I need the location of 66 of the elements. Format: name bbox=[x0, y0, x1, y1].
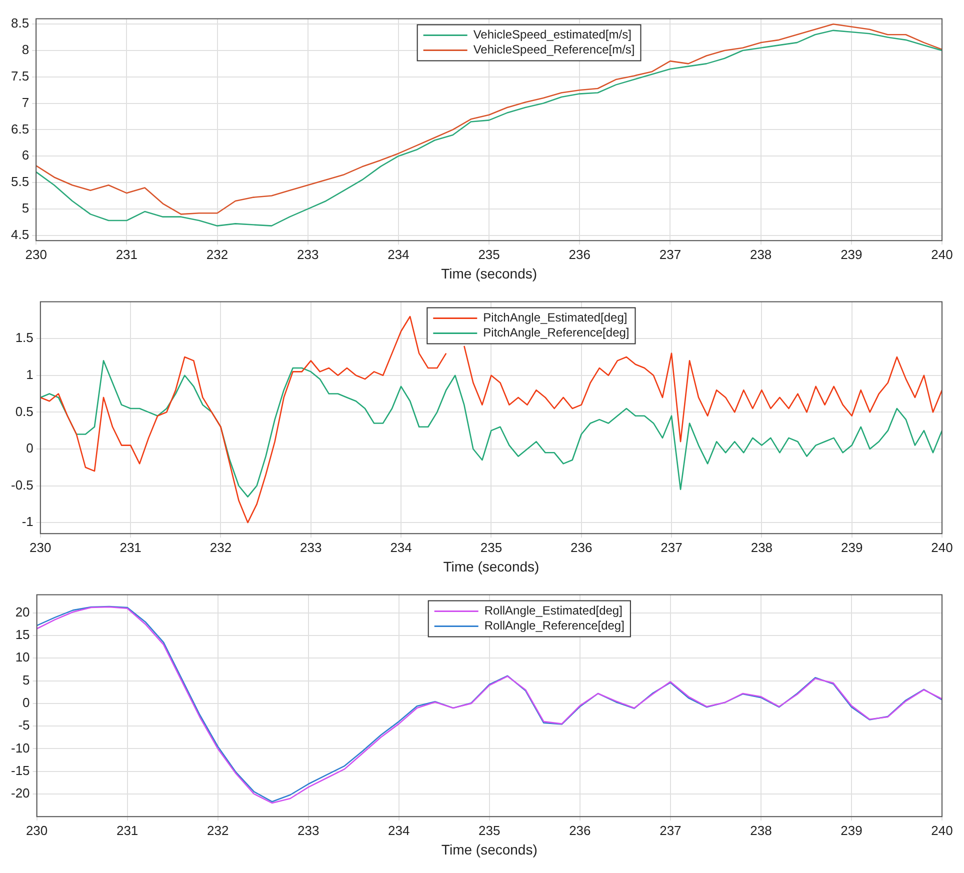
x-tick-label: 233 bbox=[298, 822, 320, 838]
x-tick-label: 233 bbox=[300, 540, 322, 555]
y-tick-label: -1 bbox=[22, 514, 34, 530]
y-tick-label: 0 bbox=[26, 440, 34, 456]
y-tick-label: -20 bbox=[10, 786, 30, 801]
x-tick-label: 239 bbox=[840, 822, 862, 838]
legend-label: RollAngle_Reference[deg] bbox=[484, 618, 624, 633]
x-tick-label: 230 bbox=[25, 246, 47, 262]
y-tick-label: -0.5 bbox=[10, 477, 34, 492]
legend-label: VehicleSpeed_estimated[m/s] bbox=[473, 28, 632, 42]
x-tick-label: 236 bbox=[570, 540, 592, 555]
y-tick-label: 0 bbox=[22, 695, 30, 710]
y-tick-label: 20 bbox=[15, 604, 30, 620]
x-axis-title: Time (seconds) bbox=[441, 265, 538, 282]
x-tick-label: 230 bbox=[26, 822, 48, 838]
x-tick-label: 236 bbox=[569, 822, 591, 838]
legend-label: RollAngle_Estimated[deg] bbox=[484, 604, 622, 618]
x-tick-label: 237 bbox=[660, 540, 682, 555]
x-tick-label: 237 bbox=[659, 246, 682, 262]
y-tick-label: 5 bbox=[22, 200, 30, 216]
y-tick-label: 7.5 bbox=[10, 68, 30, 84]
x-tick-label: 240 bbox=[931, 540, 953, 555]
y-tick-label: 5.5 bbox=[10, 174, 30, 190]
x-tick-label: 234 bbox=[390, 540, 412, 555]
x-tick-label: 233 bbox=[297, 246, 319, 262]
x-tick-label: 231 bbox=[120, 540, 142, 555]
y-tick-label: -5 bbox=[18, 718, 30, 733]
legend-label: VehicleSpeed_Reference[m/s] bbox=[473, 42, 635, 57]
y-tick-label: 6 bbox=[22, 148, 30, 163]
x-tick-label: 234 bbox=[388, 822, 410, 838]
x-tick-label: 231 bbox=[116, 246, 138, 262]
y-tick-label: 15 bbox=[15, 627, 30, 642]
x-tick-label: 232 bbox=[206, 822, 229, 838]
x-tick-label: 238 bbox=[750, 540, 773, 555]
x-tick-label: 240 bbox=[931, 822, 953, 838]
y-tick-label: 10 bbox=[15, 650, 30, 665]
y-tick-label: 1.5 bbox=[15, 330, 34, 346]
y-tick-label: 5 bbox=[22, 672, 30, 688]
x-axis-title: Time (seconds) bbox=[443, 558, 540, 574]
y-tick-label: 6.5 bbox=[10, 121, 30, 136]
x-tick-label: 240 bbox=[931, 246, 953, 262]
x-tick-label: 237 bbox=[660, 822, 682, 838]
x-axis-title: Time (seconds) bbox=[441, 841, 538, 858]
x-tick-label: 232 bbox=[210, 540, 232, 555]
x-tick-label: 234 bbox=[388, 246, 410, 262]
y-tick-label: 8.5 bbox=[10, 16, 30, 31]
y-tick-label: 4.5 bbox=[10, 226, 30, 242]
y-tick-label: -15 bbox=[10, 762, 30, 778]
y-tick-label: 0.5 bbox=[15, 404, 34, 419]
legend-label: PitchAngle_Estimated[deg] bbox=[483, 310, 628, 325]
x-tick-label: 235 bbox=[478, 246, 500, 262]
x-tick-label: 239 bbox=[840, 540, 863, 555]
y-tick-label: 7 bbox=[22, 94, 30, 110]
x-tick-label: 239 bbox=[840, 246, 862, 262]
y-tick-label: -10 bbox=[10, 740, 30, 756]
x-tick-label: 238 bbox=[750, 246, 772, 262]
x-tick-label: 238 bbox=[750, 822, 772, 838]
x-tick-label: 235 bbox=[478, 822, 500, 838]
legend-label: PitchAngle_Reference[deg] bbox=[483, 326, 630, 340]
x-tick-label: 230 bbox=[30, 540, 52, 555]
x-tick-label: 236 bbox=[568, 246, 590, 262]
x-tick-label: 232 bbox=[206, 246, 228, 262]
x-tick-label: 231 bbox=[116, 822, 138, 838]
x-tick-label: 235 bbox=[480, 540, 502, 555]
y-tick-label: 1 bbox=[26, 366, 34, 382]
y-tick-label: 8 bbox=[22, 42, 30, 58]
